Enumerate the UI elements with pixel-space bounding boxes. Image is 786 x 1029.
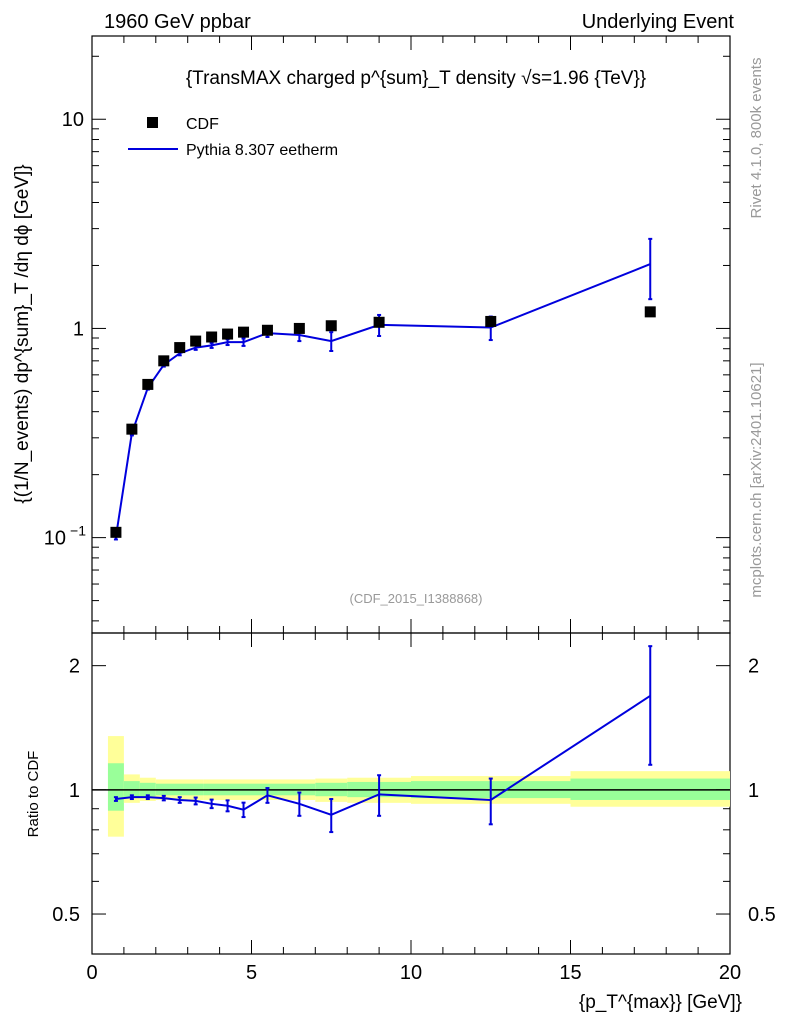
main-y-tick-label: 1: [73, 318, 84, 340]
rivet-label: Rivet 4.1.0, 800k events: [748, 58, 765, 219]
ratio-band-green: [107, 763, 124, 811]
ratio-y-tick-label-right: 2: [748, 656, 759, 678]
cdf-data-point: [485, 315, 497, 327]
x-tick-label: 10: [400, 962, 422, 984]
header-left: 1960 GeV ppbar: [104, 11, 251, 33]
x-tick-label: 20: [719, 962, 741, 984]
cdf-data-point: [293, 322, 305, 334]
ratio-y-tick-label-right: 1: [748, 780, 759, 802]
cdf-data-point: [238, 326, 250, 338]
cdf-data-point: [174, 342, 186, 354]
x-axis-label: {p_T^{max}} [GeV]}: [579, 992, 742, 1013]
legend-label-cdf: CDF: [186, 116, 219, 133]
cdf-data-point: [158, 355, 170, 367]
cdf-data-point: [261, 324, 273, 336]
pythia-line: [114, 263, 651, 537]
cdf-data-point: [126, 423, 138, 435]
cdf-data-point: [373, 316, 385, 328]
watermark-label: (CDF_2015_I1388868): [350, 591, 483, 606]
cdf-data-point: [190, 335, 202, 347]
cdf-data-point: [644, 306, 656, 318]
main-y-tick-label: 10: [44, 528, 66, 550]
ratio-y-tick-label: 0.5: [52, 904, 80, 926]
cdf-data-point: [222, 328, 234, 340]
ratio-y-axis-label: Ratio to CDF: [25, 751, 42, 838]
cdf-data-point: [110, 526, 122, 538]
legend-marker-cdf: [147, 117, 158, 128]
ratio-y-tick-label: 1: [69, 780, 80, 802]
x-tick-label: 5: [246, 962, 257, 984]
cdf-data-point: [325, 320, 337, 332]
header-right: Underlying Event: [582, 11, 735, 33]
ratio-y-tick-label: 2: [69, 656, 80, 678]
legend-label-pythia: Pythia 8.307 eetherm: [186, 142, 338, 159]
main-y-tick-exponent: −1: [70, 523, 86, 539]
ratio-y-tick-label-right: 0.5: [748, 904, 776, 926]
main-title: {TransMAX charged p^{sum}_T density √s=1…: [186, 68, 646, 89]
cdf-data-point: [142, 378, 154, 390]
x-tick-label: 0: [86, 962, 97, 984]
cdf-data-point: [206, 331, 218, 343]
main-y-axis-label: {(1/N_events) dp^{sum}_T /dη dϕ [GeV]}: [12, 164, 33, 503]
x-tick-label: 15: [559, 962, 581, 984]
main-y-tick-label: 10: [62, 109, 84, 131]
mcplots-label: mcplots.cern.ch [arXiv:2401.10621]: [748, 362, 765, 597]
